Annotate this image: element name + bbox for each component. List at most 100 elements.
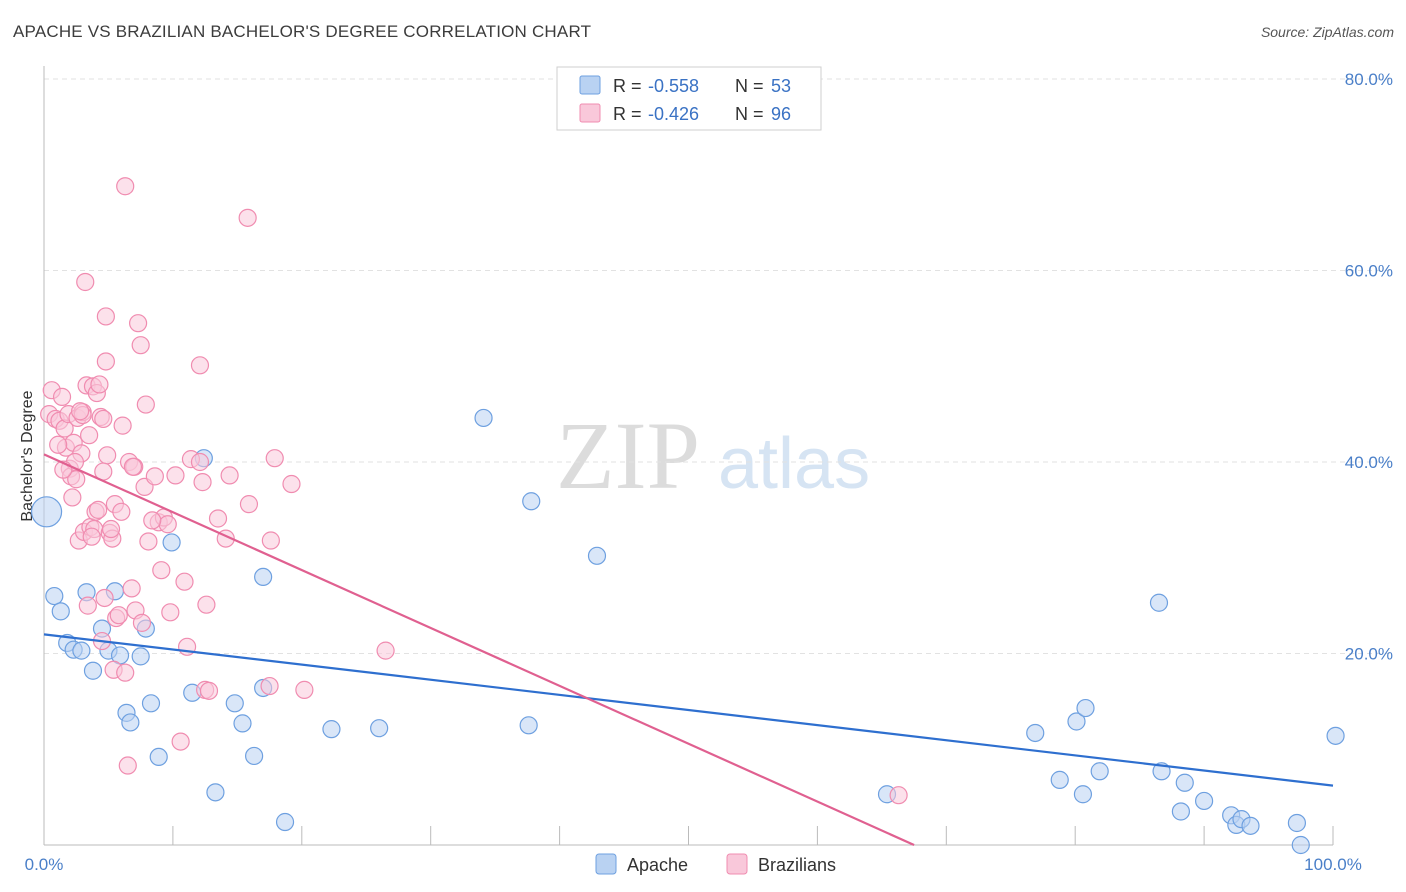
x-tick-label-max: 100.0% <box>1304 855 1362 874</box>
apache-point <box>275 812 295 832</box>
brazilians-point <box>109 606 128 625</box>
legend-swatch-apache <box>579 75 601 95</box>
brazilians-point <box>260 676 279 696</box>
apache-point <box>1026 723 1045 743</box>
y-tick-label-80: 80.0% <box>1345 70 1393 89</box>
brazilians-point <box>199 681 219 700</box>
brazilians-point <box>70 402 90 421</box>
trend-lines <box>43 453 1334 847</box>
bottom-legend-label-brazilians[interactable]: Brazilians <box>758 855 836 875</box>
brazilians-point <box>171 732 190 751</box>
brazilians-point <box>239 495 259 514</box>
brazilians-point <box>116 177 135 196</box>
apache-point <box>1291 835 1310 855</box>
brazilians-point <box>101 519 121 539</box>
y-tick-label-40: 40.0% <box>1345 453 1393 472</box>
brazilians-point <box>152 561 171 580</box>
apache-point <box>83 661 103 680</box>
apache-point <box>1326 726 1345 745</box>
apache-point <box>51 602 70 621</box>
brazilians-point <box>96 307 115 326</box>
apache-point <box>1194 791 1214 811</box>
apache-point <box>1149 593 1169 612</box>
brazilians-point <box>197 595 216 614</box>
grid <box>44 78 1392 654</box>
brazilians-point <box>190 356 210 375</box>
brazilians-point <box>94 409 113 429</box>
apache-point <box>233 714 252 733</box>
apache-point <box>121 713 140 732</box>
bottom-legend-swatch-brazilians[interactable] <box>726 853 748 875</box>
apache-point <box>45 586 64 606</box>
legend-n-label-brazilians: N = <box>735 104 764 124</box>
apache-point <box>245 746 264 766</box>
apache-point <box>1076 698 1095 718</box>
apache-point <box>254 567 273 587</box>
apache-point <box>149 747 168 767</box>
legend-n-value-brazilians: 96 <box>771 104 791 124</box>
legend-r-value-apache: -0.558 <box>648 76 699 96</box>
brazilians-point <box>113 416 132 435</box>
brazilians-trend-line <box>43 453 915 847</box>
bottom-legend: Apache Brazilians <box>595 853 836 875</box>
brazilians-point <box>95 588 114 608</box>
brazilians-point <box>49 435 68 454</box>
apache-point <box>322 720 341 739</box>
y-axis-title: Bachelor's Degree <box>19 390 36 521</box>
brazilians-point <box>190 452 210 472</box>
brazilians-point <box>132 613 152 632</box>
brazilians-point <box>116 663 135 682</box>
brazilians-point <box>78 596 97 615</box>
watermark-zip: ZIP <box>556 402 700 509</box>
source-label: Source: ZipAtlas.com <box>1260 24 1394 40</box>
brazilians-point <box>80 426 99 445</box>
apache-point <box>1241 816 1260 835</box>
brazilians-point <box>96 352 115 371</box>
brazilians-point <box>131 336 150 355</box>
brazilians-point <box>208 509 228 528</box>
apache-point <box>1171 802 1190 821</box>
brazilians-point <box>175 572 194 591</box>
brazilians-point <box>143 511 162 530</box>
apache-point <box>72 641 91 660</box>
apache-point <box>131 647 150 666</box>
brazilians-point <box>136 395 155 414</box>
apache-point <box>1073 785 1093 804</box>
y-tick-labels: 20.0% 40.0% 60.0% 80.0% <box>1345 70 1393 664</box>
brazilians-point <box>193 473 212 492</box>
brazilians-point <box>161 603 180 622</box>
brazilians-point <box>158 515 177 534</box>
legend-n-value-apache: 53 <box>771 76 791 96</box>
apache-point <box>1050 770 1069 789</box>
brazilians-point <box>265 449 284 468</box>
y-tick-label-60: 60.0% <box>1345 262 1393 281</box>
apache-point <box>30 496 63 528</box>
brazilians-point <box>261 531 280 550</box>
legend: R = -0.558 N = 53 R = -0.426 N = 96 <box>556 66 822 131</box>
brazilians-point <box>376 641 395 660</box>
watermark-atlas: atlas <box>718 424 870 504</box>
bottom-legend-label-apache[interactable]: Apache <box>627 855 688 875</box>
brazilians-point <box>220 466 239 485</box>
brazilians-point <box>145 467 164 486</box>
brazilians-point <box>89 500 108 519</box>
brazilians-point <box>98 446 117 465</box>
brazilians-point <box>238 208 257 227</box>
apache-point <box>206 783 225 802</box>
legend-box <box>556 66 822 131</box>
legend-swatch-brazilians <box>579 103 601 123</box>
bottom-legend-swatch-apache[interactable] <box>595 853 617 875</box>
legend-r-value-brazilians: -0.426 <box>648 104 699 124</box>
apache-point <box>370 719 389 738</box>
apache-point <box>141 694 161 713</box>
brazilians-point <box>112 502 131 521</box>
legend-n-label-apache: N = <box>735 76 764 96</box>
apache-point <box>1067 712 1086 731</box>
brazilians-point <box>118 756 137 775</box>
brazilians-point <box>122 579 141 598</box>
data-points <box>30 177 1345 855</box>
brazilians-point <box>76 272 95 292</box>
apache-trend-line <box>43 633 1334 787</box>
brazilians-point <box>90 375 109 394</box>
